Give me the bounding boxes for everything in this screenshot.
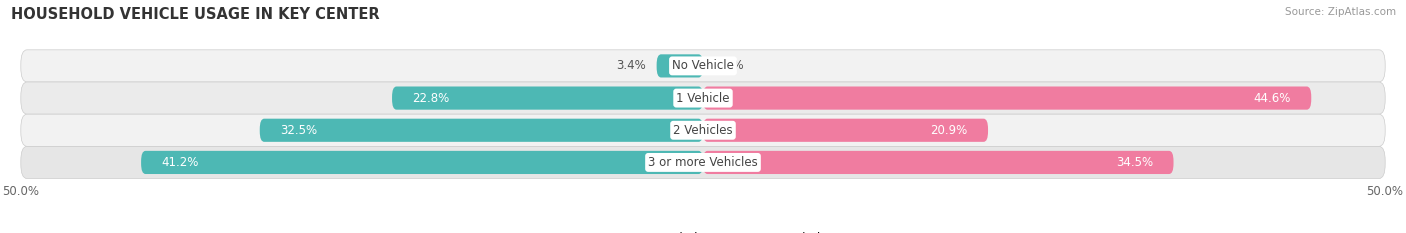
Text: 22.8%: 22.8% — [412, 92, 450, 105]
Text: 0.0%: 0.0% — [714, 59, 744, 72]
Text: 1 Vehicle: 1 Vehicle — [676, 92, 730, 105]
FancyBboxPatch shape — [21, 146, 1385, 178]
FancyBboxPatch shape — [392, 86, 703, 110]
FancyBboxPatch shape — [21, 114, 1385, 146]
FancyBboxPatch shape — [141, 151, 703, 174]
FancyBboxPatch shape — [260, 119, 703, 142]
Text: 3 or more Vehicles: 3 or more Vehicles — [648, 156, 758, 169]
FancyBboxPatch shape — [703, 86, 1312, 110]
Text: 44.6%: 44.6% — [1253, 92, 1291, 105]
Text: 20.9%: 20.9% — [931, 124, 967, 137]
Text: 32.5%: 32.5% — [280, 124, 318, 137]
Text: 41.2%: 41.2% — [162, 156, 198, 169]
FancyBboxPatch shape — [21, 82, 1385, 114]
FancyBboxPatch shape — [703, 119, 988, 142]
Text: 3.4%: 3.4% — [616, 59, 645, 72]
Text: 2 Vehicles: 2 Vehicles — [673, 124, 733, 137]
Text: 34.5%: 34.5% — [1116, 156, 1153, 169]
Legend: Owner-occupied, Renter-occupied: Owner-occupied, Renter-occupied — [579, 228, 827, 233]
FancyBboxPatch shape — [703, 151, 1174, 174]
Text: No Vehicle: No Vehicle — [672, 59, 734, 72]
Text: HOUSEHOLD VEHICLE USAGE IN KEY CENTER: HOUSEHOLD VEHICLE USAGE IN KEY CENTER — [11, 7, 380, 22]
Text: Source: ZipAtlas.com: Source: ZipAtlas.com — [1285, 7, 1396, 17]
FancyBboxPatch shape — [21, 50, 1385, 82]
FancyBboxPatch shape — [657, 54, 703, 78]
